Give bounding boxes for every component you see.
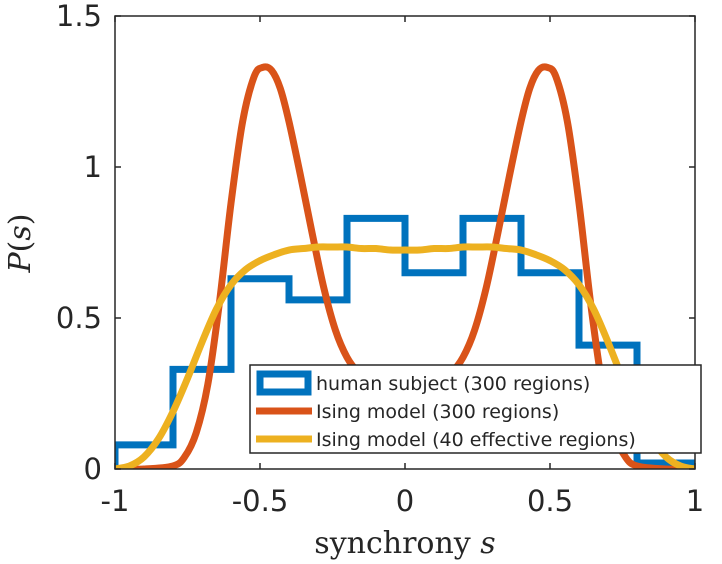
legend-box: [249, 364, 702, 454]
series-ising-40-line: [115, 243, 695, 469]
x-tick-label: 0.5: [527, 484, 573, 518]
x-tick-label: 1: [686, 484, 704, 518]
y-tick-label: 0.5: [56, 301, 102, 335]
legend-entry-label: Ising model (40 effective regions): [316, 429, 636, 451]
x-tick-label: -0.5: [232, 484, 289, 518]
y-tick-label: 1.5: [56, 0, 102, 33]
y-tick-label: 1: [84, 150, 102, 184]
y-axis-label: P(s): [3, 213, 38, 273]
legend-entry-label: Ising model (300 regions): [316, 401, 559, 423]
legend-swatch-histogram: [256, 370, 312, 396]
x-tick-label: -1: [101, 484, 130, 518]
ticks-layer: -1 -0.5 0 0.5 1 0 0.5 1 1.5: [56, 0, 704, 518]
legend-entry-label: human subject (300 regions): [316, 373, 590, 395]
x-axis-label: synchrony s: [314, 526, 495, 561]
legend: human subject (300 regions) Ising model (…: [249, 364, 702, 454]
x-tick-label: 0: [396, 484, 414, 518]
y-tick-label: 0: [84, 452, 102, 486]
